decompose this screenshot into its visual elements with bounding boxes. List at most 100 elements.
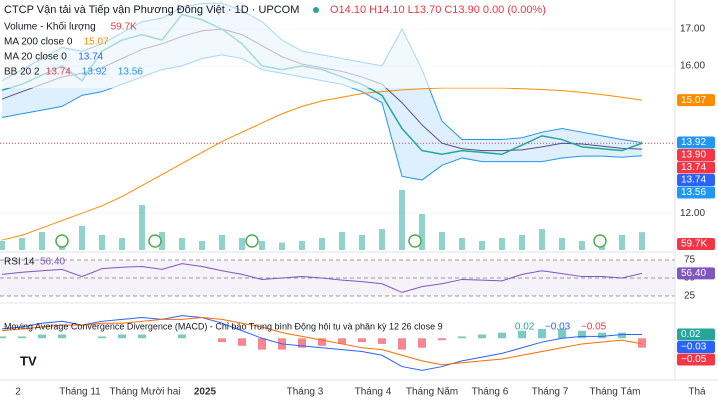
legend-value: 13.56 — [118, 67, 143, 78]
histogram-bar — [418, 338, 426, 348]
legend-value: 15.07 — [84, 37, 109, 48]
volume-bar — [219, 235, 225, 250]
histogram-bar — [258, 338, 266, 350]
histogram-bar — [538, 328, 546, 339]
volume-bar — [39, 232, 45, 250]
volume-bar — [539, 229, 545, 250]
histogram-bar — [458, 336, 466, 339]
volume-bar — [559, 238, 565, 250]
header-bg — [0, 0, 540, 88]
histogram-bar — [0, 336, 6, 339]
signal-line — [1, 317, 643, 366]
x-tick-label: Tháng Tám — [590, 387, 641, 398]
volume-bar — [459, 238, 465, 250]
icon — [55, 234, 69, 248]
volume-bar — [379, 229, 385, 250]
histogram-bar — [138, 334, 146, 339]
histogram-bar — [518, 330, 526, 339]
x-tick-label: Tháng Năm — [406, 387, 458, 398]
histogram-bar — [638, 338, 646, 348]
axis-marker — [677, 136, 715, 149]
y-tick-label: 75 — [684, 255, 696, 266]
axis-marker — [677, 353, 715, 366]
volume-bar — [259, 241, 265, 250]
axis-marker-label: 13.90 — [681, 150, 706, 161]
histogram-bar — [98, 336, 106, 339]
title: CTCP Vận tải và Tiếp vận Phương Đông Việ… — [4, 4, 299, 16]
axis-marker-label: 13.56 — [681, 187, 706, 198]
legend-value: 59.7K — [111, 22, 137, 33]
volume-bar — [199, 241, 205, 250]
volume-bar — [319, 238, 325, 250]
y-tick-label: 16.00 — [680, 61, 705, 72]
macd-line — [1, 315, 642, 371]
icon — [593, 234, 607, 248]
axis-marker-label: 56.40 — [681, 268, 706, 279]
status-dot — [313, 7, 319, 13]
histogram-bar — [398, 338, 406, 350]
volume-bar — [299, 241, 305, 250]
histogram-bar — [238, 338, 246, 346]
y-tick-label: 25 — [684, 291, 696, 302]
volume-bar — [439, 232, 445, 250]
axis-marker — [677, 186, 715, 199]
x-tick-label: Tháng 4 — [355, 387, 392, 398]
legend-name: Volume - Khối lượng — [4, 21, 96, 33]
volume-bar — [499, 238, 505, 250]
volume-bar — [339, 232, 345, 250]
histogram-bar — [578, 330, 586, 339]
volume-bar — [239, 238, 245, 250]
macd-name: Moving Average Convergence Divergence (M… — [4, 321, 443, 331]
axis-marker — [677, 267, 715, 280]
histogram-bar — [38, 334, 46, 339]
rsi-name: RSI 14 — [4, 257, 35, 268]
axis-marker-label: 59.7K — [681, 239, 707, 250]
volume-bar — [179, 238, 185, 250]
axis-marker — [677, 328, 715, 341]
legend-value: 13.74 — [46, 67, 71, 78]
histogram-bar — [58, 334, 66, 339]
histogram-bar — [358, 338, 366, 343]
icon — [148, 234, 162, 248]
x-tick-label: Tháng 7 — [532, 387, 569, 398]
histogram-bar — [118, 334, 126, 339]
icon — [408, 234, 422, 248]
legend-value: 13.74 — [78, 52, 103, 63]
histogram-bar — [498, 332, 506, 339]
y-tick-label: 12.00 — [680, 208, 705, 219]
histogram-bar — [618, 332, 626, 339]
volume-bar — [619, 235, 625, 250]
logo: TV — [20, 353, 37, 368]
axis-marker-label: −0.03 — [681, 342, 707, 353]
volume-bar — [479, 241, 485, 250]
histogram-bar — [338, 338, 346, 344]
histogram-bar — [298, 338, 306, 348]
volume-bar — [19, 238, 25, 250]
y-tick-label: 17.00 — [680, 24, 705, 35]
legend-name: MA 20 close 0 — [4, 52, 67, 63]
legend-value: 0.02 — [515, 322, 535, 333]
volume-bar — [79, 226, 85, 250]
x-tick-label: Thá — [688, 387, 706, 398]
axis-marker-label: 13.74 — [681, 175, 706, 186]
volume-bar — [519, 235, 525, 250]
axis-marker — [677, 238, 715, 250]
volume-bar — [99, 235, 105, 250]
axis-marker-label: 15.07 — [681, 95, 706, 106]
legend-value: 13.92 — [82, 67, 107, 78]
x-tick-label: Tháng 6 — [472, 387, 509, 398]
axis-marker-label: −0.05 — [681, 354, 707, 365]
legend-name: BB 20 2 — [4, 67, 40, 78]
histogram-bar — [438, 338, 446, 341]
histogram-bar — [378, 338, 386, 344]
series-line — [1, 87, 643, 241]
rsi-line — [1, 263, 643, 293]
x-tick-label: 2025 — [194, 387, 217, 398]
volume-bar — [639, 232, 645, 250]
axis-marker-label: 0.02 — [681, 329, 701, 340]
volume-bar — [139, 205, 145, 250]
histogram-bar — [18, 336, 26, 339]
legend-name: MA 200 close 0 — [4, 37, 73, 48]
x-tick-label: Tháng 11 — [59, 387, 101, 398]
